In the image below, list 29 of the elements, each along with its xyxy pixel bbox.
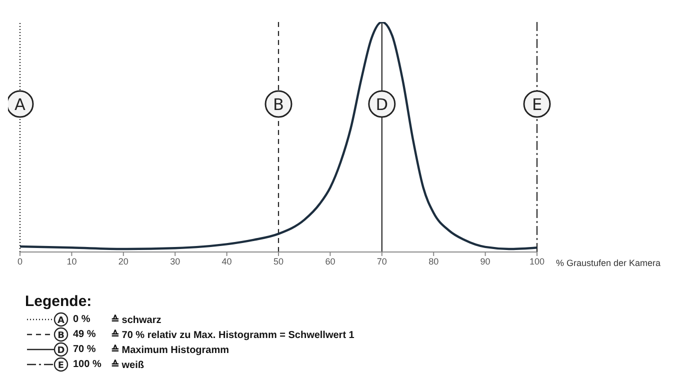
text: ≙ Maximum Histogramm: [111, 344, 230, 356]
x-tick-label: 90: [480, 256, 490, 266]
ref-line-label: E: [532, 95, 542, 114]
x-tick-label: 10: [66, 256, 77, 266]
text: ≙ weiß: [111, 358, 144, 370]
text: ≙ schwarz: [111, 314, 162, 326]
text: E: [58, 361, 64, 371]
x-tick-label: 0: [17, 256, 23, 266]
ref-line-label: B: [273, 95, 284, 114]
x-tick-label: 60: [325, 256, 336, 266]
text: D: [57, 346, 65, 356]
x-tick-label: 70: [376, 256, 387, 266]
legend-title: Legende:: [25, 293, 93, 310]
x-tick-label: 100: [529, 256, 545, 266]
text: B: [58, 331, 64, 341]
x-tick-label: 40: [222, 256, 232, 266]
ref-line-label: A: [14, 95, 26, 114]
ref-line-label: D: [376, 95, 388, 114]
text: 70 %: [73, 344, 97, 355]
x-axis-title: % Graustufen der Kamera: [556, 258, 661, 268]
text: 49 %: [73, 329, 97, 340]
x-tick-label: 50: [273, 256, 284, 266]
text: ≙ 70 % relativ zu Max. Histogramm = Schwellwert 1: [111, 328, 354, 340]
text: 100 %: [73, 359, 102, 370]
x-tick-label: 80: [428, 256, 439, 266]
text: 0 %: [73, 314, 92, 325]
x-tick-label: 30: [170, 256, 180, 266]
x-tick-label: 20: [118, 256, 128, 266]
text: A: [58, 316, 64, 326]
